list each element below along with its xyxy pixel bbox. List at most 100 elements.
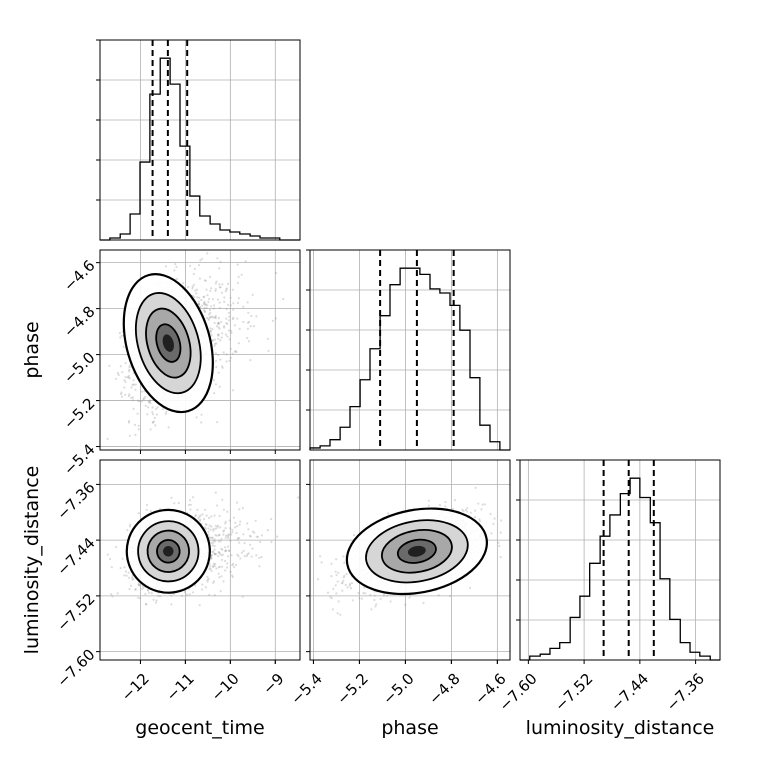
scatter-point bbox=[358, 597, 361, 600]
scatter-point bbox=[483, 503, 487, 506]
scatter-point bbox=[339, 613, 342, 616]
scatter-point bbox=[480, 508, 483, 511]
scatter-point bbox=[149, 402, 152, 405]
scatter-point bbox=[270, 540, 273, 544]
scatter-point bbox=[231, 531, 234, 534]
scatter-point bbox=[266, 337, 269, 340]
scatter-point bbox=[238, 537, 241, 540]
scatter-point bbox=[232, 316, 235, 319]
scatter-point bbox=[227, 545, 230, 548]
scatter-point bbox=[241, 595, 244, 598]
scatter-point bbox=[225, 322, 228, 325]
scatter-point bbox=[226, 322, 229, 325]
scatter-point bbox=[223, 296, 226, 299]
scatter-point bbox=[335, 558, 338, 561]
scatter-point bbox=[234, 521, 237, 525]
scatter-point bbox=[275, 272, 278, 275]
scatter-point bbox=[137, 583, 140, 586]
scatter-point bbox=[205, 288, 208, 291]
scatter-point bbox=[151, 421, 155, 424]
scatter-point bbox=[203, 310, 206, 313]
scatter-point bbox=[188, 499, 192, 502]
scatter-point bbox=[348, 583, 352, 586]
scatter-point bbox=[342, 576, 345, 579]
histogram-panel-geocent-time bbox=[96, 39, 301, 241]
scatter-point bbox=[200, 413, 203, 416]
scatter-point bbox=[247, 528, 250, 531]
scatter-point bbox=[251, 293, 254, 296]
scatter-point bbox=[217, 540, 220, 543]
scatter-point bbox=[386, 594, 389, 597]
scatter-point bbox=[232, 302, 235, 305]
scatter-point bbox=[239, 557, 242, 560]
scatter-point bbox=[120, 334, 123, 337]
scatter-point bbox=[132, 577, 135, 580]
scatter-point bbox=[209, 275, 212, 279]
panel-frame bbox=[99, 249, 301, 451]
scatter-point bbox=[136, 399, 140, 402]
scatter-point bbox=[124, 393, 127, 396]
scatter-point bbox=[154, 407, 158, 410]
x-tick-label: −5.4 bbox=[287, 670, 325, 708]
scatter-point bbox=[246, 522, 249, 525]
scatter-point bbox=[330, 562, 333, 565]
scatter-point bbox=[115, 377, 118, 380]
scatter-point bbox=[187, 286, 190, 289]
scatter-point bbox=[220, 537, 223, 540]
scatter-point bbox=[137, 428, 140, 431]
scatter-point bbox=[149, 510, 152, 513]
scatter-point bbox=[237, 554, 240, 558]
scatter-point bbox=[208, 313, 211, 316]
scatter-point bbox=[141, 587, 144, 590]
scatter-point bbox=[209, 536, 212, 539]
scatter-point bbox=[106, 553, 109, 556]
scatter-point bbox=[238, 523, 241, 526]
scatter-point bbox=[126, 376, 129, 379]
scatter-point bbox=[243, 555, 246, 558]
scatter-point bbox=[237, 342, 240, 345]
scatter-point bbox=[242, 305, 245, 308]
scatter-point bbox=[154, 601, 157, 604]
scatter-point bbox=[357, 591, 360, 595]
scatter-point bbox=[209, 315, 212, 318]
scatter-point bbox=[212, 304, 216, 307]
scatter-point bbox=[106, 437, 109, 440]
x-tick-label: −12 bbox=[118, 670, 153, 705]
scatter-point bbox=[164, 412, 167, 415]
scatter-point bbox=[238, 327, 241, 330]
scatter-point bbox=[223, 326, 226, 329]
scatter-point bbox=[211, 315, 214, 318]
scatter-point bbox=[213, 548, 216, 551]
scatter-point bbox=[204, 527, 207, 530]
scatter-point bbox=[427, 504, 430, 507]
x-tick-label: −7.36 bbox=[663, 670, 708, 715]
scatter-point bbox=[218, 385, 221, 388]
scatter-point bbox=[243, 542, 246, 545]
scatter-point bbox=[220, 365, 224, 368]
scatter-point bbox=[216, 421, 219, 424]
scatter-point bbox=[211, 536, 214, 539]
scatter-point bbox=[125, 574, 128, 577]
scatter-point bbox=[500, 519, 503, 522]
scatter-point bbox=[197, 300, 200, 303]
scatter-point bbox=[224, 290, 227, 293]
scatter-point bbox=[205, 523, 208, 526]
scatter-point bbox=[220, 554, 223, 557]
scatter-point bbox=[249, 543, 252, 546]
scatter-point bbox=[363, 586, 366, 589]
scatter-point bbox=[212, 316, 215, 319]
scatter-point bbox=[204, 508, 207, 511]
scatter-point bbox=[204, 279, 207, 282]
scatter-point bbox=[251, 530, 255, 533]
scatter-point bbox=[205, 514, 208, 517]
scatter-point bbox=[213, 552, 216, 555]
scatter-point bbox=[461, 508, 464, 511]
scatter-point bbox=[389, 600, 392, 603]
scatter-point bbox=[220, 558, 224, 562]
scatter-point bbox=[143, 397, 146, 400]
scatter-point bbox=[478, 520, 482, 523]
scatter-point bbox=[195, 416, 198, 419]
scatter-point bbox=[228, 519, 231, 522]
scatter-point bbox=[116, 372, 119, 375]
scatter-point bbox=[145, 503, 148, 506]
